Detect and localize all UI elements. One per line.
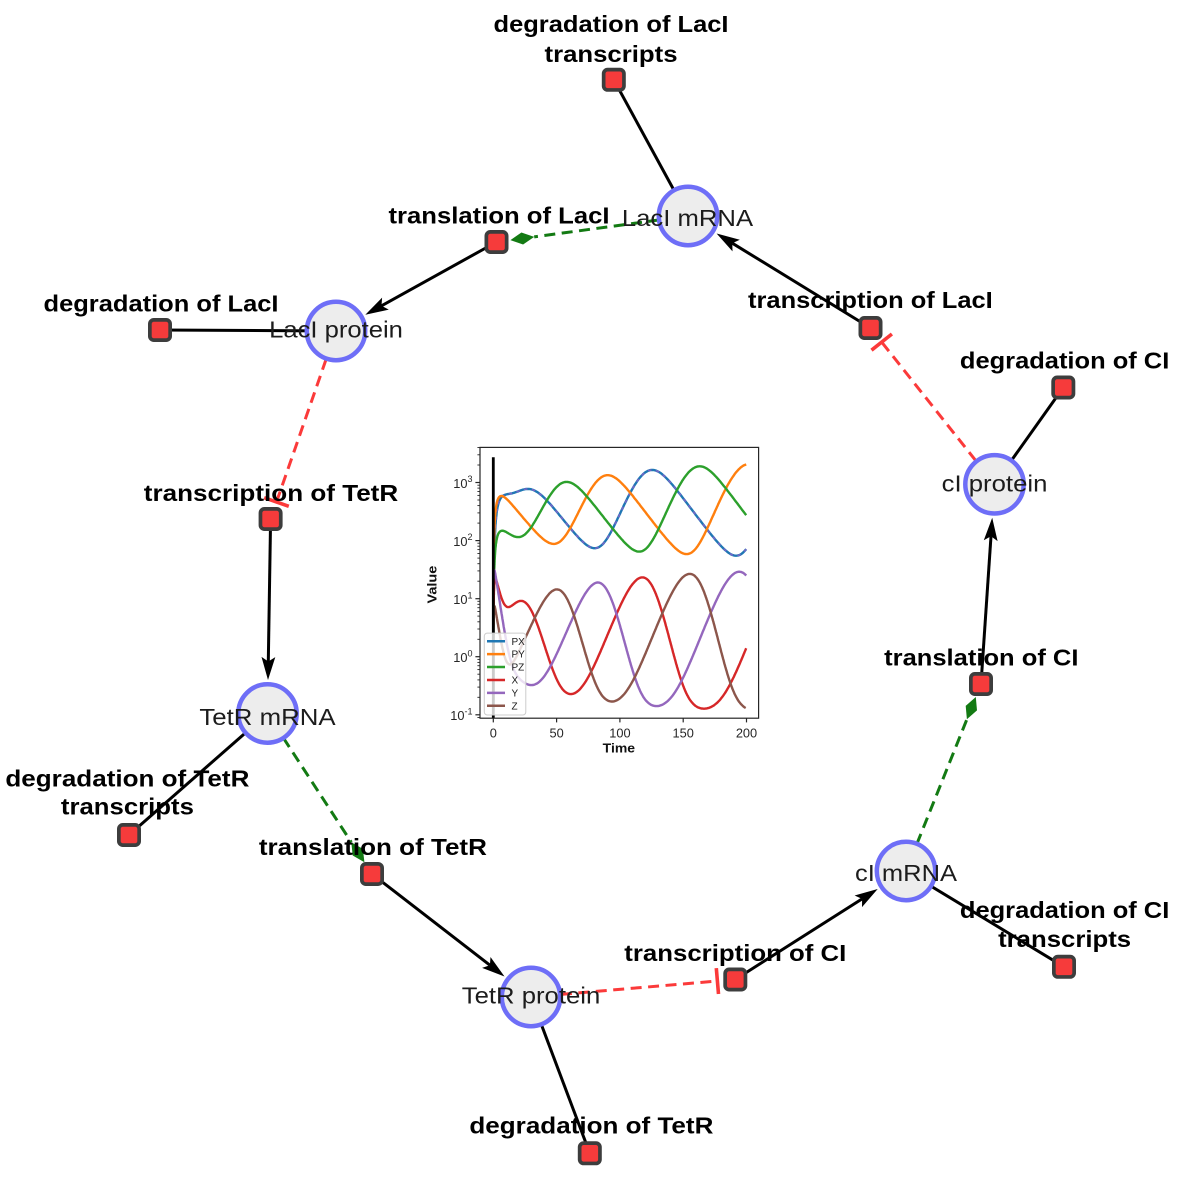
svg-text:cI protein: cI protein bbox=[942, 471, 1048, 497]
svg-text:cI mRNA: cI mRNA bbox=[855, 860, 958, 886]
svg-text:100: 100 bbox=[609, 726, 630, 741]
svg-text:100: 100 bbox=[453, 648, 472, 665]
svg-text:150: 150 bbox=[673, 726, 694, 741]
svg-text:degradation of TetR: degradation of TetR bbox=[469, 1113, 713, 1139]
svg-text:transcription of LacI: transcription of LacI bbox=[748, 287, 993, 313]
svg-text:Time: Time bbox=[603, 740, 635, 755]
svg-text:transcripts: transcripts bbox=[545, 41, 678, 67]
svg-text:translation of CI: translation of CI bbox=[884, 645, 1078, 671]
svg-text:TetR protein: TetR protein bbox=[462, 983, 601, 1009]
svg-text:degradation of CI: degradation of CI bbox=[960, 347, 1169, 373]
svg-text:LacI mRNA: LacI mRNA bbox=[622, 205, 754, 231]
svg-text:102: 102 bbox=[453, 532, 472, 549]
svg-text:PX: PX bbox=[512, 637, 526, 648]
svg-text:transcription of TetR: transcription of TetR bbox=[144, 480, 399, 506]
svg-text:transcripts: transcripts bbox=[998, 926, 1131, 952]
svg-text:degradation of CI: degradation of CI bbox=[960, 897, 1169, 923]
svg-text:103: 103 bbox=[453, 474, 472, 491]
svg-text:PZ: PZ bbox=[512, 663, 525, 674]
svg-text:TetR mRNA: TetR mRNA bbox=[199, 704, 336, 730]
svg-text:translation of LacI: translation of LacI bbox=[389, 203, 610, 229]
svg-text:transcripts: transcripts bbox=[61, 794, 194, 820]
svg-text:Z: Z bbox=[512, 701, 518, 712]
svg-text:transcription of CI: transcription of CI bbox=[624, 940, 846, 966]
svg-text:degradation of TetR: degradation of TetR bbox=[5, 766, 249, 792]
svg-text:degradation of LacI: degradation of LacI bbox=[44, 290, 279, 316]
svg-text:50: 50 bbox=[549, 726, 563, 741]
svg-text:0: 0 bbox=[490, 726, 497, 741]
svg-text:PY: PY bbox=[512, 650, 526, 661]
svg-text:200: 200 bbox=[736, 726, 757, 741]
svg-text:10-1: 10-1 bbox=[450, 706, 472, 723]
svg-text:X: X bbox=[512, 676, 519, 687]
svg-text:101: 101 bbox=[453, 590, 472, 607]
svg-text:degradation of LacI: degradation of LacI bbox=[494, 11, 729, 37]
svg-text:LacI protein: LacI protein bbox=[269, 317, 403, 343]
svg-text:Value: Value bbox=[425, 566, 440, 604]
svg-text:Y: Y bbox=[512, 689, 519, 700]
svg-text:translation of TetR: translation of TetR bbox=[259, 834, 487, 860]
